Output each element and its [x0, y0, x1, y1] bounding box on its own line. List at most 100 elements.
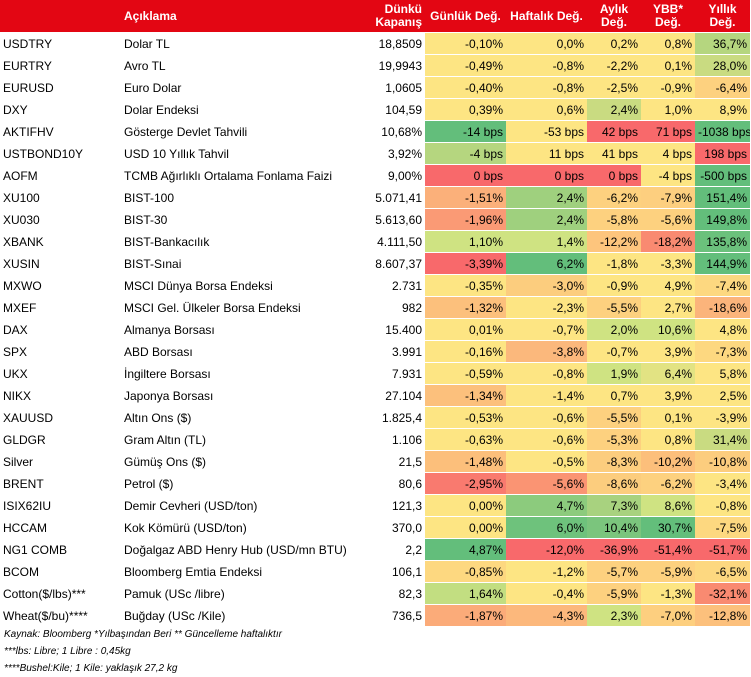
- row-yearly-change: 198 bps: [695, 142, 750, 165]
- row-description: Bloomberg Emtia Endeksi: [121, 560, 362, 583]
- row-ytd-change: -10,2%: [641, 450, 695, 473]
- row-code: BRENT: [0, 472, 121, 495]
- row-monthly-change: -12,2%: [587, 230, 641, 253]
- row-yearly-change: 8,9%: [695, 98, 750, 121]
- table-body: USDTRY Dolar TL 18,8509 -0,10% 0,0% 0,2% 0,8% 3…: [0, 32, 750, 626]
- row-yearly-change: 36,7%: [695, 32, 750, 55]
- row-monthly-change: -5,5%: [587, 406, 641, 429]
- header-daily: Günlük Değ.: [425, 0, 506, 33]
- row-yearly-change: -10,8%: [695, 450, 750, 473]
- row-code: BCOM: [0, 560, 121, 583]
- row-code: UKX: [0, 362, 121, 385]
- row-description: Altın Ons ($): [121, 406, 362, 429]
- row-close: 3,92%: [362, 142, 425, 165]
- table-row: BCOM Bloomberg Emtia Endeksi 106,1 -0,85% -1…: [0, 560, 750, 583]
- row-daily-change: -1,34%: [425, 384, 506, 407]
- row-daily-change: 0,00%: [425, 494, 506, 517]
- table-row: Silver Gümüş Ons ($) 21,5 -1,48% -0,5% -8,3% -…: [0, 450, 750, 473]
- row-weekly-change: -2,3%: [506, 296, 587, 319]
- row-monthly-change: 0,2%: [587, 32, 641, 55]
- table-row: XBANK BIST-Bankacılık 4.111,50 1,10% 1,4% -12…: [0, 230, 750, 253]
- footer-source: Kaynak: Bloomberg *Yılbaşından Beri ** G…: [4, 629, 282, 640]
- row-ytd-change: 0,8%: [641, 428, 695, 451]
- row-description: BIST-100: [121, 186, 362, 209]
- row-close: 370,0: [362, 516, 425, 539]
- row-code: SPX: [0, 340, 121, 363]
- row-yearly-change: -1038 bps: [695, 120, 750, 143]
- row-ytd-change: -7,9%: [641, 186, 695, 209]
- row-code: AKTIFHV: [0, 120, 121, 143]
- table-row: USDTRY Dolar TL 18,8509 -0,10% 0,0% 0,2% 0,8% 3…: [0, 32, 750, 55]
- row-daily-change: 1,10%: [425, 230, 506, 253]
- table-row: EURTRY Avro TL 19,9943 -0,49% -0,8% -2,2% 0,1%…: [0, 54, 750, 77]
- row-yearly-change: -7,4%: [695, 274, 750, 297]
- row-close: 106,1: [362, 560, 425, 583]
- row-weekly-change: -3,0%: [506, 274, 587, 297]
- row-weekly-change: -4,3%: [506, 604, 587, 626]
- row-description: USD 10 Yıllık Tahvil: [121, 142, 362, 165]
- row-code: DXY: [0, 98, 121, 121]
- row-code: AOFM: [0, 164, 121, 187]
- row-monthly-change: 10,4%: [587, 516, 641, 539]
- header-description: Açıklama: [121, 0, 362, 33]
- row-code: XU030: [0, 208, 121, 231]
- row-description: Dolar TL: [121, 32, 362, 55]
- row-monthly-change: 0 bps: [587, 164, 641, 187]
- row-weekly-change: 2,4%: [506, 186, 587, 209]
- row-weekly-change: -3,8%: [506, 340, 587, 363]
- row-yearly-change: 2,5%: [695, 384, 750, 407]
- row-yearly-change: -0,8%: [695, 494, 750, 517]
- row-yearly-change: -7,3%: [695, 340, 750, 363]
- row-ytd-change: -4 bps: [641, 164, 695, 187]
- table-row: XU100 BIST-100 5.071,41 -1,51% 2,4% -6,2% -7,9…: [0, 186, 750, 209]
- row-code: Silver: [0, 450, 121, 473]
- row-weekly-change: -12,0%: [506, 538, 587, 561]
- footer-lbs-note: ***lbs: Libre; 1 Libre : 0,45kg: [4, 646, 131, 657]
- row-code: HCCAM: [0, 516, 121, 539]
- row-ytd-change: -6,2%: [641, 472, 695, 495]
- table-row: GLDGR Gram Altın (TL) 1.106 -0,63% -0,6% -5,3…: [0, 428, 750, 451]
- row-daily-change: -3,39%: [425, 252, 506, 275]
- row-monthly-change: -2,5%: [587, 76, 641, 99]
- row-code: XBANK: [0, 230, 121, 253]
- table-row: DAX Almanya Borsası 15.400 0,01% -0,7% 2,0% 10…: [0, 318, 750, 341]
- row-close: 19,9943: [362, 54, 425, 77]
- row-weekly-change: 0,6%: [506, 98, 587, 121]
- row-weekly-change: 6,2%: [506, 252, 587, 275]
- row-code: Wheat($/bu)****: [0, 604, 121, 626]
- row-code: XUSIN: [0, 252, 121, 275]
- row-weekly-change: -53 bps: [506, 120, 587, 143]
- row-yearly-change: -32,1%: [695, 582, 750, 605]
- row-daily-change: 0,00%: [425, 516, 506, 539]
- row-description: Demir Cevheri (USD/ton): [121, 494, 362, 517]
- table-row: AOFM TCMB Ağırlıklı Ortalama Fonlama Faiz…: [0, 164, 750, 187]
- row-description: Gümüş Ons ($): [121, 450, 362, 473]
- row-yearly-change: 144,9%: [695, 252, 750, 275]
- row-daily-change: 0,01%: [425, 318, 506, 341]
- row-close: 4.111,50: [362, 230, 425, 253]
- row-ytd-change: 2,7%: [641, 296, 695, 319]
- row-ytd-change: 8,6%: [641, 494, 695, 517]
- row-description: Gram Altın (TL): [121, 428, 362, 451]
- header-monthly: Aylık Değ.: [587, 0, 641, 33]
- row-description: Avro TL: [121, 54, 362, 77]
- row-weekly-change: 4,7%: [506, 494, 587, 517]
- row-monthly-change: 2,0%: [587, 318, 641, 341]
- table-row: Wheat($/bu)**** Buğday (USc /Kile) 736,5 -1…: [0, 604, 750, 626]
- row-close: 82,3: [362, 582, 425, 605]
- row-monthly-change: 1,9%: [587, 362, 641, 385]
- row-close: 5.071,41: [362, 186, 425, 209]
- row-code: EURUSD: [0, 76, 121, 99]
- row-ytd-change: 6,4%: [641, 362, 695, 385]
- row-weekly-change: -0,6%: [506, 428, 587, 451]
- row-monthly-change: -5,5%: [587, 296, 641, 319]
- row-yearly-change: 5,8%: [695, 362, 750, 385]
- row-code: ISIX62IU: [0, 494, 121, 517]
- row-daily-change: -0,40%: [425, 76, 506, 99]
- row-weekly-change: 1,4%: [506, 230, 587, 253]
- row-daily-change: -0,85%: [425, 560, 506, 583]
- table-row: NG1 COMB Doğalgaz ABD Henry Hub (USD/mn B…: [0, 538, 750, 561]
- row-code: XAUUSD: [0, 406, 121, 429]
- row-weekly-change: 6,0%: [506, 516, 587, 539]
- row-close: 7.931: [362, 362, 425, 385]
